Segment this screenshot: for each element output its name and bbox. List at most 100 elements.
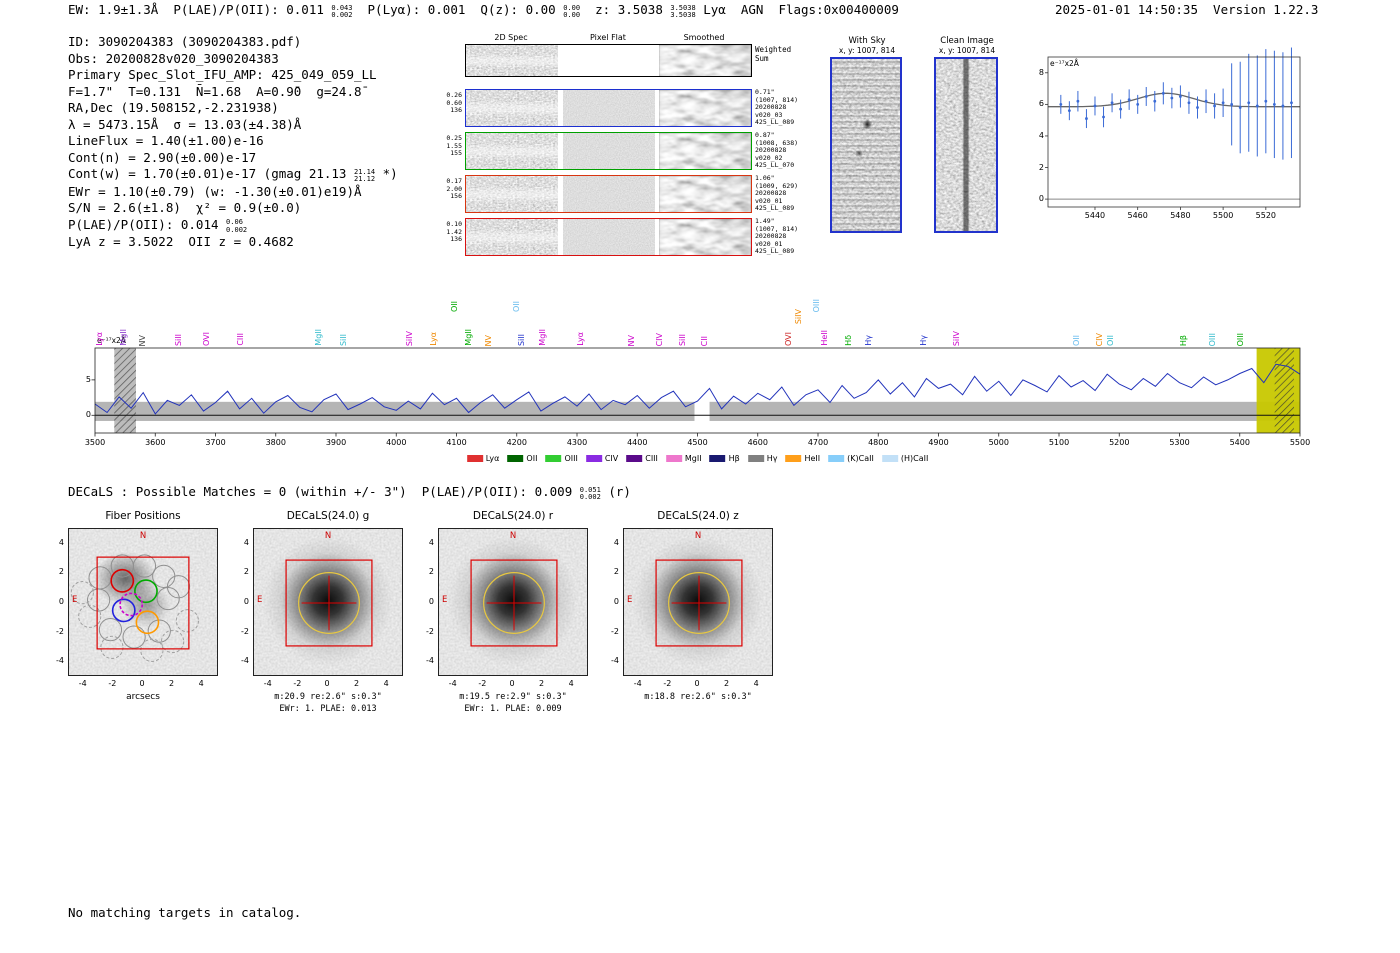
spectrum-x-tick-label: 5100 (1048, 438, 1070, 447)
text-run: RA,Dec (19.508152,-2.231938) (68, 100, 279, 115)
compass-east-label: E (72, 595, 78, 605)
cutout-marks-svg (470, 559, 558, 647)
upper-uncertainty: 0.043 (331, 3, 353, 12)
cutout-noise (439, 529, 587, 675)
cutout-y-tick-label: 4 (428, 537, 434, 547)
info-line: LineFlux = 1.40(±1.00)e-16 (68, 133, 398, 150)
text-run: z: 3.5038 (580, 2, 671, 17)
cutout-x-tick-label: 4 (198, 679, 204, 688)
annotation-line: 20200828 (755, 189, 787, 197)
spectrum-x-tick-label: 4000 (386, 438, 407, 447)
emission-line-label: MgII (538, 329, 548, 346)
weight-value: 0.25 (446, 134, 462, 142)
cutout-y-tick-label: 0 (613, 597, 619, 606)
cutout-x-tick-label: 4 (568, 679, 574, 688)
info-line: F=1.7" T=0.131 N̄=1.68 A=0.9̄0 g=24.8̄ (68, 84, 398, 101)
fiber-weights: 0.17 2.00 156 (443, 177, 462, 201)
legend-swatch (466, 455, 483, 462)
spectrum-x-tick-label: 5400 (1229, 438, 1250, 447)
text-run: *) (375, 166, 398, 181)
weighted-sum-line: Weighted (755, 45, 792, 54)
annotation-line: 20200828 (755, 232, 787, 240)
cutout-caption-plae: EWr: 1. PLAE: 0.013 (279, 704, 377, 714)
text-run: (r) (600, 484, 631, 499)
lower-uncertainty: 21.12 (353, 175, 376, 183)
with-sky-panel: With Sky x, y: 1007, 814 (828, 36, 906, 233)
cutout-marks-svg (285, 559, 373, 647)
legend-label: OIII (564, 454, 578, 463)
spec-overlay (466, 133, 558, 169)
line-fit-zoom-plot: 0 2 4 6 8 5440 5460 5480 5500 5520 e⁻¹⁷x2Å (1032, 47, 1310, 225)
spectrum-y-tick-label: 5 (85, 374, 91, 384)
stacked-uncertainty: 0.00 0.00 (563, 4, 581, 20)
cutout-x-tick-label: 0 (324, 679, 330, 688)
legend-item: OII (507, 454, 537, 463)
cutout-caption-photometry: m:19.5 re:2.9" s:0.3" (459, 692, 567, 702)
weight-value: 156 (450, 192, 462, 200)
smooth-strip (659, 219, 751, 255)
legend-swatch (785, 455, 802, 462)
smooth-overlay (659, 133, 751, 169)
annotation-line: v020_01 (755, 196, 783, 205)
with-sky-coords: x, y: 1007, 814 (838, 46, 896, 55)
weight-value: 2.00 (446, 184, 462, 193)
flat-overlay (563, 90, 655, 126)
cutout-x-tick-label: 0 (139, 679, 145, 688)
spec-strip (466, 90, 558, 126)
emission-line-label: OII (450, 300, 460, 312)
legend-swatch (828, 455, 845, 462)
spec-noise (466, 45, 558, 76)
text-run: λ = 5473.15Å σ = 13.03(±4.38)Å (68, 116, 302, 132)
spec2d-col-header: Smoothed (683, 33, 725, 42)
emission-line-label: MgII (463, 329, 473, 346)
flat-strip (563, 133, 655, 169)
legend-label: HeII (804, 454, 821, 463)
legend-label: (H)CaII (900, 454, 929, 463)
flat-overlay (563, 133, 655, 169)
lower-uncertainty: 3.5038 (670, 11, 696, 19)
legend-swatch (545, 455, 562, 462)
emission-line-label: NV (138, 334, 148, 346)
header-datetime: 2025-01-01 14:50:35 Version 1.22.3 (1055, 2, 1319, 17)
spec-overlay (466, 45, 558, 76)
smooth-strip (659, 176, 751, 212)
weight-value: 136 (450, 106, 462, 114)
fiber-annotation: 1.49" (1007, 814) 20200828 v020_01 425_LL_08… (755, 217, 805, 256)
cutout-y-tick-label: -4 (426, 656, 434, 666)
text-run: EWr = 1.10(±0.79) (w: -1.30(±0.01)e19)Å (68, 183, 362, 199)
flat-overlay (563, 219, 655, 255)
emission-line-label: Hβ (1179, 334, 1189, 346)
legend-item: MgII (665, 454, 702, 463)
lower-uncertainty: 0.00 (563, 11, 581, 19)
cutout-y-tick-label: 2 (58, 567, 64, 577)
zoom-x-tick-label: 5440 (1084, 211, 1106, 220)
info-line: λ = 5473.15Å σ = 13.03(±4.38)Å (68, 117, 398, 134)
cutout-y-tick-label: 4 (58, 537, 64, 547)
legend-swatch (665, 455, 682, 462)
emission-line-label: CII (699, 335, 709, 346)
smooth-overlay (659, 176, 751, 212)
emission-line-label: OVI (784, 332, 794, 346)
flat-noise (563, 133, 655, 169)
clean-image-overlay (936, 59, 996, 231)
info-line: ID: 3090204383 (3090204383.pdf) (68, 34, 398, 51)
legend-label: (K)CaII (847, 454, 874, 463)
cutout-y-tick-label: -2 (241, 626, 249, 636)
stacked-uncertainty: 3.5038 3.5038 (670, 4, 696, 20)
annotation-line: v020_02 (755, 153, 783, 162)
weight-value: 0.10 (446, 220, 462, 228)
annotation-line: 20200828 (755, 146, 787, 154)
flat-noise (563, 176, 655, 212)
flat-noise (563, 90, 655, 126)
cutout-y-tick-label: -2 (426, 626, 434, 636)
decals-match-line: DECaLS : Possible Matches = 0 (within +/… (68, 484, 631, 502)
info-line: P(LAE)/P(OII): 0.014 0.06 0.002 (68, 217, 398, 235)
smooth-strip (659, 90, 751, 126)
flat0-strip (563, 45, 655, 76)
cutout-caption-photometry: m:20.9 re:2.6" s:0.3" (274, 692, 382, 702)
info-line: RA,Dec (19.508152,-2.231938) (68, 100, 398, 117)
weight-value: 1.55 (446, 141, 462, 150)
text-run: P(Lyα): 0.001 Q(z): 0.00 (352, 2, 564, 17)
